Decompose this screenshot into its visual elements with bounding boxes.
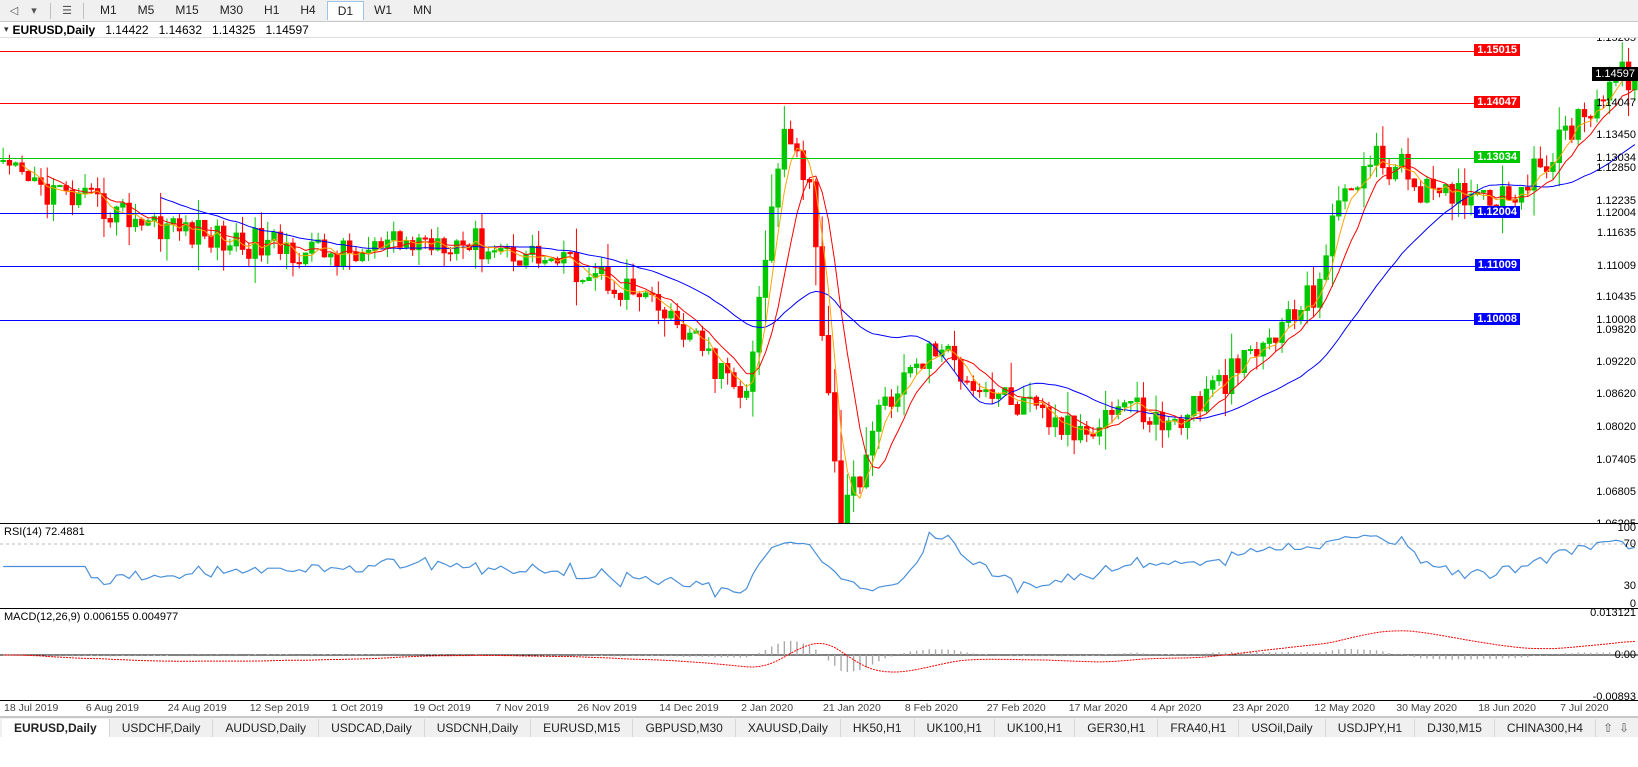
price-level-label-4: 1.11009 — [1475, 259, 1520, 271]
price-ytick-9: 1.11009 — [1597, 260, 1636, 272]
price-level-line-5[interactable]: 1.10008 — [0, 320, 1520, 321]
date-tick-17: 30 May 2020 — [1396, 702, 1457, 714]
symbol-tab-audusd-daily[interactable]: AUDUSD,Daily — [213, 719, 319, 737]
symbol-tab-ger30-h1[interactable]: GER30,H1 — [1075, 719, 1158, 737]
price-ytick-2: 1.14047 — [1596, 97, 1636, 109]
price-ytick-8: 1.11635 — [1597, 227, 1636, 239]
price-ytick-17: 1.06805 — [1596, 486, 1636, 498]
date-tick-8: 14 Dec 2019 — [659, 702, 719, 714]
price-level-label-1: 1.14047 — [1474, 96, 1520, 108]
date-tick-14: 4 Apr 2020 — [1151, 702, 1202, 714]
timeframe-m15[interactable]: M15 — [165, 1, 209, 20]
symbol-tab-usdcad-daily[interactable]: USDCAD,Daily — [319, 719, 425, 737]
price-axis-right: 1.15265 1.14597 1.14047 1.13450 1.130341.128… — [1576, 38, 1638, 523]
dropdown-icon[interactable]: ▾ — [24, 4, 44, 17]
price-level-label-5: 1.10008 — [1474, 313, 1520, 325]
date-tick-13: 17 Mar 2020 — [1069, 702, 1128, 714]
price-ytick-13: 1.09220 — [1596, 356, 1636, 368]
symbol-tab-bar: EURUSD,Daily USDCHF,Daily AUDUSD,Daily USDC… — [0, 717, 1638, 737]
ohlc-header: ▾ EURUSD,Daily 1.14422 1.14632 1.14325 1… — [0, 22, 1638, 38]
macd-title-label: MACD(12,26,9) 0.006155 0.004977 — [4, 611, 178, 623]
date-tick-18: 18 Jun 2020 — [1478, 702, 1536, 714]
rsi-axis-right: 100 70 30 0 — [1576, 524, 1638, 608]
rsi-indicator-panel[interactable]: RSI(14) 72.4881 100 70 30 0 — [0, 524, 1638, 609]
high-value: 1.14632 — [159, 23, 202, 37]
date-tick-15: 23 Apr 2020 — [1233, 702, 1290, 714]
price-ytick-10: 1.10435 — [1596, 291, 1636, 303]
price-level-line-3[interactable]: 1.12004 — [0, 213, 1520, 214]
price-level-line-4[interactable]: 1.11009 — [0, 266, 1520, 267]
date-tick-11: 8 Feb 2020 — [905, 702, 958, 714]
price-chart[interactable]: 1.15015 1.14047 1.13034 1.12004 1.11009 1.100… — [0, 38, 1638, 524]
price-ytick-14: 1.08620 — [1596, 388, 1636, 400]
timeframe-m1[interactable]: M1 — [90, 1, 128, 20]
chart-toolbar: ◁ ▾ ☰ M1 M5 M15 M30 H1 H4 D1 W1 MN — [0, 0, 1638, 22]
timeframe-h4[interactable]: H4 — [290, 1, 326, 20]
price-level-label-0: 1.15015 — [1474, 44, 1520, 56]
price-ytick-0: 1.15265 — [1596, 38, 1636, 44]
symbol-tab-usdchf-daily[interactable]: USDCHF,Daily — [110, 719, 214, 737]
date-tick-16: 12 May 2020 — [1314, 702, 1375, 714]
tab-scroller: ⇧ ⇩ — [1600, 721, 1638, 735]
macd-indicator-panel[interactable]: MACD(12,26,9) 0.006155 0.004977 0.013121… — [0, 609, 1638, 701]
chart-symbol-label: EURUSD,Daily — [13, 23, 96, 37]
date-tick-4: 1 Oct 2019 — [332, 702, 383, 714]
timeframe-d1[interactable]: D1 — [327, 1, 364, 20]
rsi-title-label: RSI(14) 72.4881 — [4, 526, 85, 538]
symbol-tab-eurusd-m15[interactable]: EURUSD,M15 — [531, 719, 633, 737]
symbol-tab-dj30-m15[interactable]: DJ30,M15 — [1415, 719, 1495, 737]
price-level-label-3: 1.12004 — [1474, 206, 1520, 218]
scroll-left-icon[interactable]: ⇧ — [1600, 721, 1616, 735]
date-tick-12: 27 Feb 2020 — [987, 702, 1046, 714]
timeframe-m30[interactable]: M30 — [210, 1, 254, 20]
price-ytick-12: 1.09820 — [1596, 324, 1636, 336]
grid-icon[interactable]: ☰ — [57, 4, 77, 17]
symbol-tab-china300-h4[interactable]: CHINA300,H4 — [1495, 719, 1596, 737]
symbol-tab-uk100-h1[interactable]: UK100,H1 — [915, 719, 995, 737]
collapse-caret-icon[interactable]: ▾ — [4, 24, 9, 35]
symbol-tab-fra40-h1[interactable]: FRA40,H1 — [1158, 719, 1239, 737]
date-tick-3: 12 Sep 2019 — [250, 702, 310, 714]
close-value: 1.14597 — [265, 23, 308, 37]
open-value: 1.14422 — [105, 23, 148, 37]
symbol-tab-uk100-h1[interactable]: UK100,H1 — [995, 719, 1075, 737]
symbol-tab-usdjpy-h1[interactable]: USDJPY,H1 — [1326, 719, 1415, 737]
low-value: 1.14325 — [212, 23, 255, 37]
price-level-line-2[interactable]: 1.13034 — [0, 158, 1520, 159]
date-tick-5: 19 Oct 2019 — [414, 702, 471, 714]
symbol-tab-gbpusd-m30[interactable]: GBPUSD,M30 — [633, 719, 735, 737]
price-level-line-0[interactable]: 1.15015 — [0, 51, 1520, 52]
price-ytick-5: 1.12850 — [1596, 162, 1636, 174]
price-ytick-16: 1.07405 — [1596, 454, 1636, 466]
timeframe-mn[interactable]: MN — [403, 1, 443, 20]
macd-axis-right: 0.013121 0.00 -0.00893 — [1576, 609, 1638, 700]
date-tick-19: 7 Jul 2020 — [1560, 702, 1608, 714]
price-ytick-15: 1.08020 — [1596, 421, 1636, 433]
date-tick-0: 18 Jul 2019 — [4, 702, 58, 714]
timeframe-w1[interactable]: W1 — [364, 1, 403, 20]
date-tick-6: 7 Nov 2019 — [495, 702, 549, 714]
timeframe-m5[interactable]: M5 — [128, 1, 166, 20]
symbol-tab-hk50-h1[interactable]: HK50,H1 — [841, 719, 915, 737]
current-price-tag: 1.14597 — [1592, 67, 1638, 81]
draw-icon[interactable]: ◁ — [4, 4, 24, 17]
timeframe-h1[interactable]: H1 — [254, 1, 290, 20]
symbol-tab-usoil-daily[interactable]: USOil,Daily — [1239, 719, 1325, 737]
date-tick-7: 26 Nov 2019 — [577, 702, 637, 714]
price-chart-svg — [0, 38, 1638, 524]
date-tick-2: 24 Aug 2019 — [168, 702, 227, 714]
date-tick-1: 6 Aug 2019 — [86, 702, 139, 714]
price-ytick-7: 1.12004 — [1596, 207, 1636, 219]
date-tick-10: 21 Jan 2020 — [823, 702, 881, 714]
symbol-tab-usdcnh-daily[interactable]: USDCNH,Daily — [425, 719, 531, 737]
symbol-tab-xauusd-daily[interactable]: XAUUSD,Daily — [736, 719, 841, 737]
date-tick-9: 2 Jan 2020 — [741, 702, 793, 714]
price-ytick-3: 1.13450 — [1596, 129, 1636, 141]
date-axis[interactable]: 18 Jul 2019 6 Aug 2019 24 Aug 2019 12 Sep 2… — [0, 701, 1638, 717]
price-ytick-6: 1.12235 — [1596, 195, 1636, 207]
scroll-right-icon[interactable]: ⇩ — [1616, 721, 1632, 735]
price-level-label-2: 1.13034 — [1474, 151, 1520, 163]
price-level-line-1[interactable]: 1.14047 — [0, 103, 1520, 104]
symbol-tab-eurusd-daily[interactable]: EURUSD,Daily — [2, 719, 110, 737]
